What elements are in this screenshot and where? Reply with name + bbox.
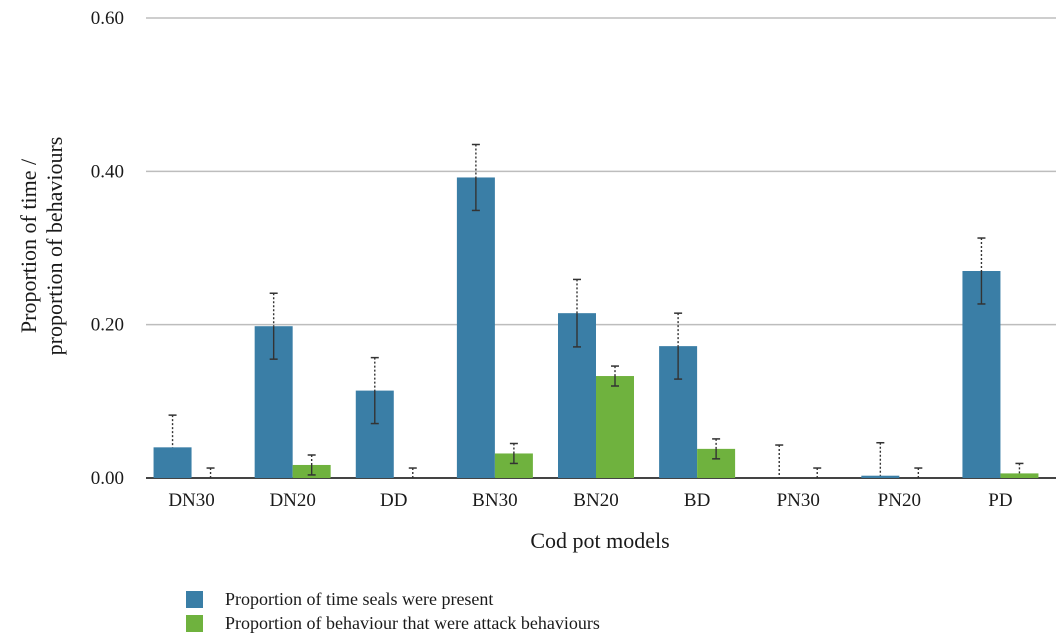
legend: Proportion of time seals were present Pr… xyxy=(186,588,600,636)
bar-time-seals-bn30 xyxy=(456,177,495,478)
y-tick-label: 0.20 xyxy=(91,315,124,336)
x-tick-label-dn30: DN30 xyxy=(168,490,214,511)
x-axis-title: Cod pot models xyxy=(530,528,669,553)
legend-label-series-1: Proportion of time seals were present xyxy=(225,588,494,609)
x-tick-label-pn20: PN20 xyxy=(878,490,921,511)
x-tick-label-dn20: DN20 xyxy=(269,490,315,511)
x-tick-label-bn30: BN30 xyxy=(472,490,517,511)
x-tick-label-dd: DD xyxy=(380,490,407,511)
y-axis-title-line-2: proportion of behaviours xyxy=(42,137,67,356)
y-axis-title-line-1: Proportion of time / xyxy=(16,158,41,333)
y-tick-label: 0.40 xyxy=(91,161,124,182)
legend-item-series-2: Proportion of behaviour that were attack… xyxy=(186,612,600,634)
legend-swatch-series-2 xyxy=(186,614,203,632)
bar-time-seals-dn30 xyxy=(153,447,192,478)
x-tick-label-pd: PD xyxy=(988,490,1012,511)
bar-attack-bn20 xyxy=(596,376,634,478)
bar-time-seals-pd xyxy=(962,271,1001,478)
x-tick-label-pn30: PN30 xyxy=(777,490,820,511)
x-tick-label-bn20: BN20 xyxy=(573,490,618,511)
bar-time-seals-pn20 xyxy=(861,475,900,478)
y-tick-label: 0.00 xyxy=(91,468,124,489)
legend-swatch-series-1 xyxy=(186,590,203,608)
x-tick-label-bd: BD xyxy=(684,490,710,511)
legend-label-series-2: Proportion of behaviour that were attack… xyxy=(225,612,600,633)
bar-attack-pd xyxy=(1000,473,1039,478)
y-tick-label: 0.60 xyxy=(91,8,124,29)
legend-item-series-1: Proportion of time seals were present xyxy=(186,588,600,610)
